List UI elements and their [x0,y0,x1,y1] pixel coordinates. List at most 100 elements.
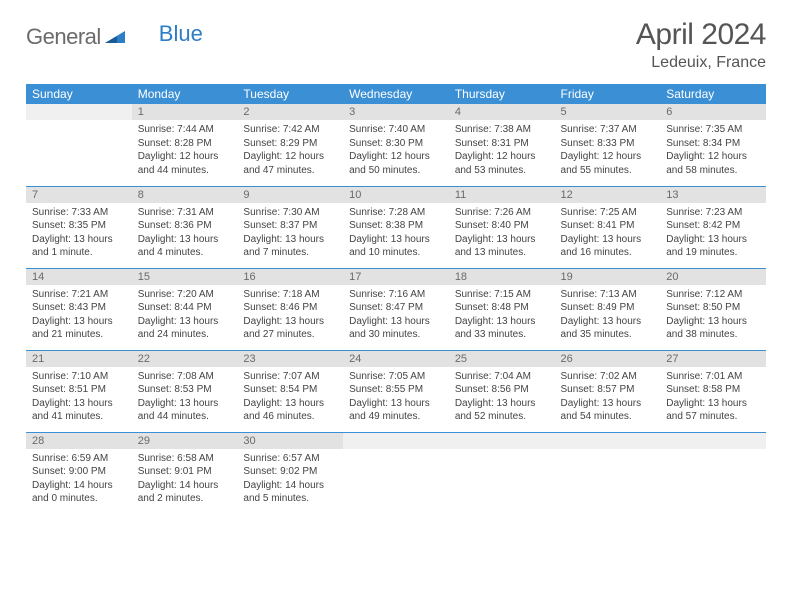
day-info: Sunrise: 7:08 AMSunset: 8:53 PMDaylight:… [132,367,238,428]
calendar-cell: 7Sunrise: 7:33 AMSunset: 8:35 PMDaylight… [26,186,132,268]
calendar-cell: 26Sunrise: 7:02 AMSunset: 8:57 PMDayligh… [555,350,661,432]
day-number-empty [660,433,766,449]
day-number: 18 [449,269,555,285]
day-number: 24 [343,351,449,367]
day-info: Sunrise: 7:16 AMSunset: 8:47 PMDaylight:… [343,285,449,346]
day-number: 28 [26,433,132,449]
day-number-empty [555,433,661,449]
day-number: 11 [449,187,555,203]
calendar-cell: 1Sunrise: 7:44 AMSunset: 8:28 PMDaylight… [132,104,238,186]
day-number: 21 [26,351,132,367]
day-info: Sunrise: 7:28 AMSunset: 8:38 PMDaylight:… [343,203,449,264]
day-number: 1 [132,104,238,120]
calendar-cell: 22Sunrise: 7:08 AMSunset: 8:53 PMDayligh… [132,350,238,432]
day-info: Sunrise: 7:35 AMSunset: 8:34 PMDaylight:… [660,120,766,181]
day-info: Sunrise: 7:18 AMSunset: 8:46 PMDaylight:… [237,285,343,346]
day-number: 5 [555,104,661,120]
calendar-cell: 3Sunrise: 7:40 AMSunset: 8:30 PMDaylight… [343,104,449,186]
calendar-cell: 27Sunrise: 7:01 AMSunset: 8:58 PMDayligh… [660,350,766,432]
day-number-empty [449,433,555,449]
calendar-cell [660,432,766,514]
day-info: Sunrise: 7:20 AMSunset: 8:44 PMDaylight:… [132,285,238,346]
day-info: Sunrise: 7:33 AMSunset: 8:35 PMDaylight:… [26,203,132,264]
calendar-cell: 16Sunrise: 7:18 AMSunset: 8:46 PMDayligh… [237,268,343,350]
day-info: Sunrise: 7:37 AMSunset: 8:33 PMDaylight:… [555,120,661,181]
day-number: 16 [237,269,343,285]
calendar-cell: 29Sunrise: 6:58 AMSunset: 9:01 PMDayligh… [132,432,238,514]
weekday-header: Saturday [660,84,766,104]
weekday-header: Friday [555,84,661,104]
day-number-empty [26,104,132,120]
day-info: Sunrise: 6:58 AMSunset: 9:01 PMDaylight:… [132,449,238,510]
day-info: Sunrise: 7:44 AMSunset: 8:28 PMDaylight:… [132,120,238,181]
day-info: Sunrise: 6:59 AMSunset: 9:00 PMDaylight:… [26,449,132,510]
calendar-cell: 21Sunrise: 7:10 AMSunset: 8:51 PMDayligh… [26,350,132,432]
day-info: Sunrise: 7:02 AMSunset: 8:57 PMDaylight:… [555,367,661,428]
calendar-cell: 14Sunrise: 7:21 AMSunset: 8:43 PMDayligh… [26,268,132,350]
day-number-empty [343,433,449,449]
weekday-header: Sunday [26,84,132,104]
day-number: 17 [343,269,449,285]
calendar-row: 21Sunrise: 7:10 AMSunset: 8:51 PMDayligh… [26,350,766,432]
calendar-cell: 24Sunrise: 7:05 AMSunset: 8:55 PMDayligh… [343,350,449,432]
day-info: Sunrise: 7:07 AMSunset: 8:54 PMDaylight:… [237,367,343,428]
day-number: 29 [132,433,238,449]
day-info: Sunrise: 7:40 AMSunset: 8:30 PMDaylight:… [343,120,449,181]
weekday-header: Monday [132,84,238,104]
calendar-cell: 18Sunrise: 7:15 AMSunset: 8:48 PMDayligh… [449,268,555,350]
calendar-cell: 4Sunrise: 7:38 AMSunset: 8:31 PMDaylight… [449,104,555,186]
location-label: Ledeuix, France [636,54,766,72]
calendar-cell: 23Sunrise: 7:07 AMSunset: 8:54 PMDayligh… [237,350,343,432]
calendar-cell: 17Sunrise: 7:16 AMSunset: 8:47 PMDayligh… [343,268,449,350]
day-info: Sunrise: 7:10 AMSunset: 8:51 PMDaylight:… [26,367,132,428]
calendar-row: 14Sunrise: 7:21 AMSunset: 8:43 PMDayligh… [26,268,766,350]
calendar-cell: 13Sunrise: 7:23 AMSunset: 8:42 PMDayligh… [660,186,766,268]
day-number: 27 [660,351,766,367]
weekday-header: Wednesday [343,84,449,104]
day-number: 22 [132,351,238,367]
day-info: Sunrise: 7:05 AMSunset: 8:55 PMDaylight:… [343,367,449,428]
calendar-cell [555,432,661,514]
calendar-cell: 30Sunrise: 6:57 AMSunset: 9:02 PMDayligh… [237,432,343,514]
day-info: Sunrise: 6:57 AMSunset: 9:02 PMDaylight:… [237,449,343,510]
calendar-cell: 11Sunrise: 7:26 AMSunset: 8:40 PMDayligh… [449,186,555,268]
calendar-cell: 5Sunrise: 7:37 AMSunset: 8:33 PMDaylight… [555,104,661,186]
day-info: Sunrise: 7:04 AMSunset: 8:56 PMDaylight:… [449,367,555,428]
day-number: 2 [237,104,343,120]
calendar-cell: 2Sunrise: 7:42 AMSunset: 8:29 PMDaylight… [237,104,343,186]
day-info: Sunrise: 7:38 AMSunset: 8:31 PMDaylight:… [449,120,555,181]
logo-mark-icon [105,27,125,48]
day-number: 7 [26,187,132,203]
day-number: 8 [132,187,238,203]
day-number: 20 [660,269,766,285]
calendar-cell: 8Sunrise: 7:31 AMSunset: 8:36 PMDaylight… [132,186,238,268]
day-number: 15 [132,269,238,285]
header: General Blue April 2024 Ledeuix, France [26,18,766,72]
day-number: 6 [660,104,766,120]
calendar-cell: 15Sunrise: 7:20 AMSunset: 8:44 PMDayligh… [132,268,238,350]
calendar-cell: 10Sunrise: 7:28 AMSunset: 8:38 PMDayligh… [343,186,449,268]
day-number: 23 [237,351,343,367]
day-info: Sunrise: 7:21 AMSunset: 8:43 PMDaylight:… [26,285,132,346]
calendar-cell [449,432,555,514]
day-number: 4 [449,104,555,120]
calendar-row: 7Sunrise: 7:33 AMSunset: 8:35 PMDaylight… [26,186,766,268]
day-info: Sunrise: 7:01 AMSunset: 8:58 PMDaylight:… [660,367,766,428]
day-info: Sunrise: 7:42 AMSunset: 8:29 PMDaylight:… [237,120,343,181]
weekday-header: Thursday [449,84,555,104]
day-number: 10 [343,187,449,203]
calendar-cell: 20Sunrise: 7:12 AMSunset: 8:50 PMDayligh… [660,268,766,350]
day-number: 14 [26,269,132,285]
title-block: April 2024 Ledeuix, France [636,18,766,72]
calendar-cell: 6Sunrise: 7:35 AMSunset: 8:34 PMDaylight… [660,104,766,186]
day-info: Sunrise: 7:31 AMSunset: 8:36 PMDaylight:… [132,203,238,264]
day-number: 26 [555,351,661,367]
day-info: Sunrise: 7:26 AMSunset: 8:40 PMDaylight:… [449,203,555,264]
calendar-cell [343,432,449,514]
day-number: 25 [449,351,555,367]
weekday-header: Tuesday [237,84,343,104]
logo: General Blue [26,18,203,50]
day-number: 19 [555,269,661,285]
calendar-cell: 28Sunrise: 6:59 AMSunset: 9:00 PMDayligh… [26,432,132,514]
calendar-row: 28Sunrise: 6:59 AMSunset: 9:00 PMDayligh… [26,432,766,514]
